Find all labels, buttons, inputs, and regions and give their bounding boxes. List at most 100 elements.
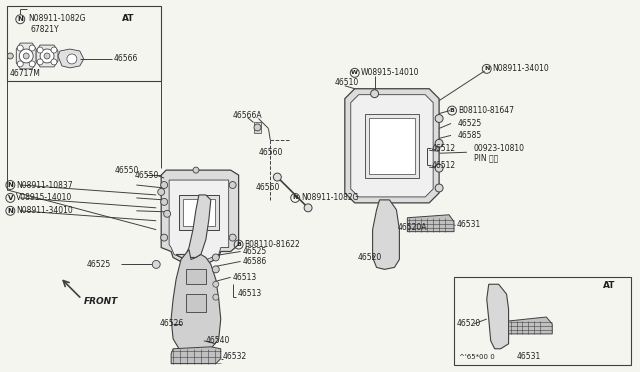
Text: V08915-14010: V08915-14010 xyxy=(16,193,72,202)
Text: 46513: 46513 xyxy=(237,289,262,298)
Bar xyxy=(186,294,206,312)
Circle shape xyxy=(371,90,378,98)
Text: W: W xyxy=(351,70,358,76)
Polygon shape xyxy=(171,347,221,364)
Circle shape xyxy=(17,45,23,51)
Text: B08110-81622: B08110-81622 xyxy=(244,240,300,249)
Text: N08911-10837: N08911-10837 xyxy=(16,180,73,189)
Text: B: B xyxy=(236,242,241,247)
Polygon shape xyxy=(372,200,399,269)
Text: 46560: 46560 xyxy=(259,148,283,157)
Text: 46520: 46520 xyxy=(358,253,382,262)
Bar xyxy=(369,118,415,174)
Polygon shape xyxy=(487,284,509,349)
Circle shape xyxy=(29,61,35,67)
Text: 46520A: 46520A xyxy=(397,223,427,232)
Text: 46586: 46586 xyxy=(243,257,267,266)
Circle shape xyxy=(51,47,57,53)
Circle shape xyxy=(37,47,43,53)
Circle shape xyxy=(44,53,50,59)
Circle shape xyxy=(435,140,443,147)
Circle shape xyxy=(161,198,168,205)
Circle shape xyxy=(193,167,199,173)
Text: N: N xyxy=(484,66,490,71)
Text: N: N xyxy=(17,16,23,22)
Text: 46531: 46531 xyxy=(516,352,541,361)
Text: ^'65*00 0: ^'65*00 0 xyxy=(459,354,495,360)
Text: 46526: 46526 xyxy=(159,320,184,328)
Polygon shape xyxy=(509,317,552,334)
Polygon shape xyxy=(253,122,262,134)
Text: 46531: 46531 xyxy=(457,220,481,229)
Circle shape xyxy=(212,254,220,261)
Circle shape xyxy=(229,182,236,189)
Circle shape xyxy=(40,49,54,63)
Text: 46717M: 46717M xyxy=(10,69,40,78)
Text: 46512: 46512 xyxy=(431,161,455,170)
Circle shape xyxy=(161,234,168,241)
Circle shape xyxy=(19,49,33,63)
Bar xyxy=(179,195,219,230)
Text: 46513: 46513 xyxy=(233,273,257,282)
Circle shape xyxy=(7,53,13,59)
Text: 46560: 46560 xyxy=(255,183,280,192)
Text: N08911-1082G: N08911-1082G xyxy=(301,193,358,202)
Circle shape xyxy=(67,54,77,64)
Bar xyxy=(365,113,419,178)
Text: 46525: 46525 xyxy=(87,260,111,269)
Circle shape xyxy=(435,115,443,122)
Bar xyxy=(7,6,161,81)
Polygon shape xyxy=(169,180,228,259)
Text: 46566: 46566 xyxy=(113,54,138,64)
Text: N: N xyxy=(8,182,13,188)
Polygon shape xyxy=(407,215,454,232)
Text: 46525: 46525 xyxy=(458,119,482,128)
Circle shape xyxy=(157,189,164,195)
Polygon shape xyxy=(171,250,221,354)
Circle shape xyxy=(51,59,57,65)
Text: 46550: 46550 xyxy=(134,171,159,180)
Polygon shape xyxy=(345,89,439,203)
Text: 46525: 46525 xyxy=(243,247,267,256)
Circle shape xyxy=(152,260,160,268)
Text: 00923-10810: 00923-10810 xyxy=(474,144,525,153)
Text: N: N xyxy=(292,195,298,201)
Text: 46585: 46585 xyxy=(458,131,482,140)
Circle shape xyxy=(435,184,443,192)
Text: AT: AT xyxy=(604,281,616,290)
Text: B08110-81647: B08110-81647 xyxy=(458,106,514,115)
Circle shape xyxy=(37,59,43,65)
Circle shape xyxy=(213,294,219,300)
Circle shape xyxy=(161,182,168,189)
Text: 46550: 46550 xyxy=(115,166,139,174)
Polygon shape xyxy=(36,45,58,67)
Text: 67821Y: 67821Y xyxy=(30,25,59,34)
Text: 46520: 46520 xyxy=(457,320,481,328)
Circle shape xyxy=(304,204,312,212)
Polygon shape xyxy=(176,195,211,257)
Text: FRONT: FRONT xyxy=(84,296,118,306)
Circle shape xyxy=(229,234,236,241)
Text: 46532: 46532 xyxy=(223,352,247,361)
Circle shape xyxy=(29,45,35,51)
Text: 46566A: 46566A xyxy=(233,111,262,120)
Bar xyxy=(186,269,206,284)
Circle shape xyxy=(254,124,261,131)
Bar xyxy=(183,199,215,226)
Text: PIN ピン: PIN ピン xyxy=(474,154,498,163)
Circle shape xyxy=(213,281,219,287)
Text: N08911-34010: N08911-34010 xyxy=(16,206,73,215)
Text: V: V xyxy=(8,195,13,201)
Text: B: B xyxy=(449,108,454,113)
Text: 46540: 46540 xyxy=(206,336,230,345)
Text: N08911-1082G: N08911-1082G xyxy=(28,14,86,23)
Circle shape xyxy=(23,53,29,59)
Polygon shape xyxy=(351,95,433,197)
Polygon shape xyxy=(58,49,84,68)
Text: 46510: 46510 xyxy=(335,78,359,87)
Polygon shape xyxy=(161,170,239,264)
Text: N08911-34010: N08911-34010 xyxy=(493,64,550,73)
Bar xyxy=(454,277,630,365)
Circle shape xyxy=(17,61,23,67)
Circle shape xyxy=(212,266,220,273)
